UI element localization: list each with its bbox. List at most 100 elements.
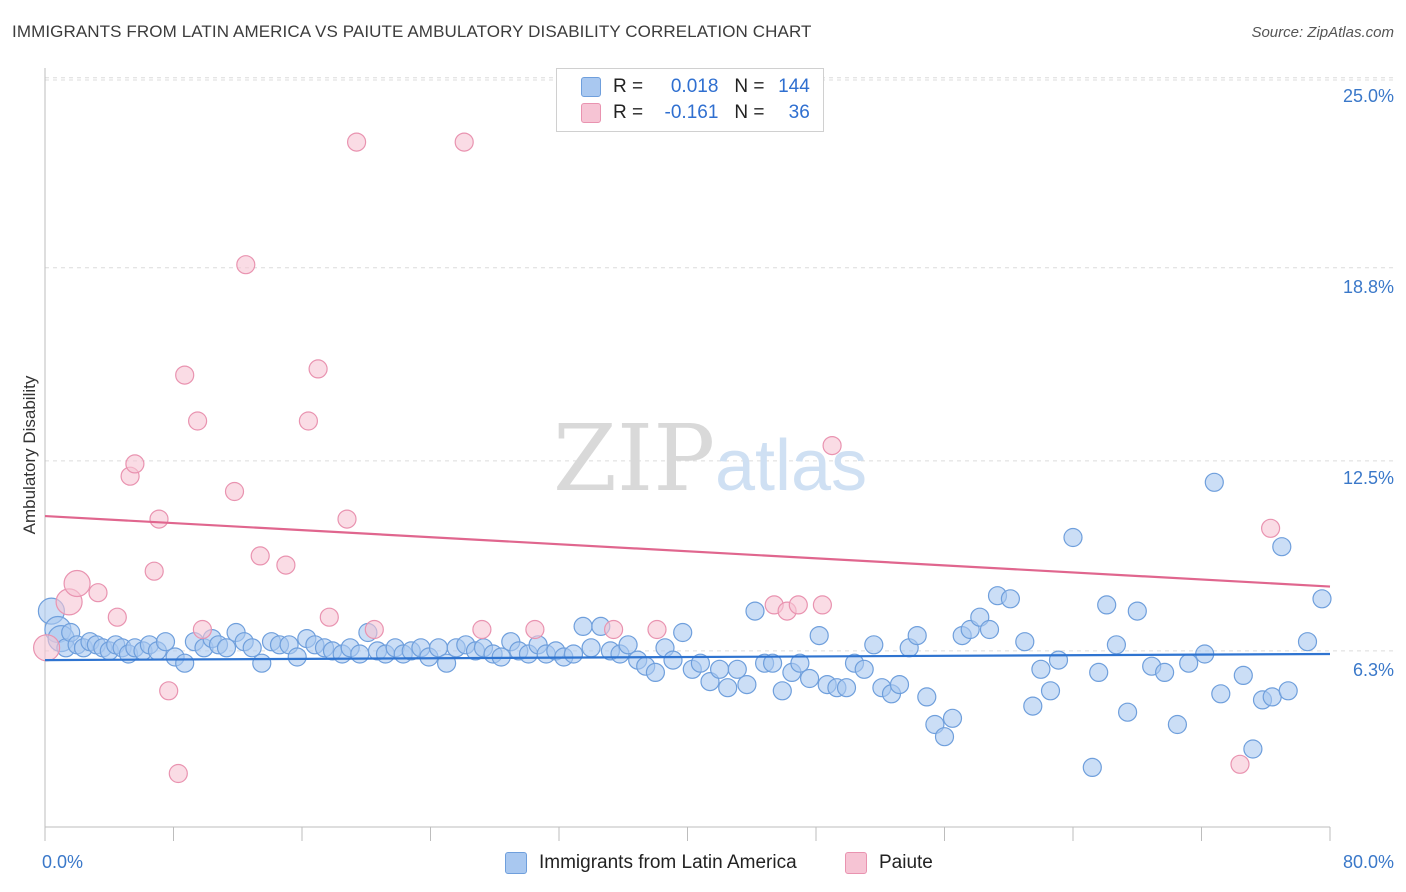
watermark-zip: ZIP [553,405,715,512]
data-point [889,674,910,695]
blue-swatch-icon [581,77,601,97]
data-point [175,365,195,385]
legend-item-latin-america[interactable]: Immigrants from Latin America [505,852,797,874]
data-point [762,653,783,673]
data-point [472,619,492,640]
data-point [1117,702,1138,722]
legend-item-paiute[interactable]: Paiute [845,852,933,874]
data-point [1048,650,1069,670]
data-point [224,481,245,502]
data-point [347,132,367,152]
axes [44,68,1331,841]
data-point [1097,595,1117,615]
data-point [1015,632,1035,652]
data-point [812,595,833,615]
data-point [276,555,296,575]
data-point [107,607,127,627]
data-point [454,132,474,152]
data-point [125,454,145,474]
data-point [645,662,666,683]
data-point [149,509,169,529]
data-point [1089,662,1109,683]
data-point [864,635,884,655]
data-point [979,619,1000,640]
n-label: N = [734,102,765,123]
data-point [790,653,810,673]
data-point [1082,757,1102,778]
data-point [188,411,208,431]
data-point [525,619,545,640]
data-point [673,622,693,643]
r-value: 0.018 [670,76,719,97]
data-point [1127,601,1147,621]
data-point [709,659,730,679]
data-point [32,634,61,662]
data-point [1297,632,1318,652]
legend-label: Paiute [879,852,933,873]
data-point [252,653,272,673]
pink-swatch-icon [845,852,867,874]
data-point [1233,665,1253,686]
data-point [854,659,874,679]
data-point [718,678,738,698]
data-point [690,653,711,673]
r-label: R = [613,76,644,97]
watermark-atlas: atlas [715,426,867,506]
data-point [1000,589,1021,609]
data-point [917,687,937,707]
data-point [1106,635,1127,655]
data-point [603,619,624,640]
data-point [1204,472,1224,492]
data-point [581,638,601,658]
legend-label: Immigrants from Latin America [539,852,797,873]
trend-lines [44,514,1331,662]
source-credit: Source: ZipAtlas.com [1251,24,1394,41]
data-point [1179,653,1199,673]
y-axis-label: Ambulatory Disability [20,375,39,535]
data-point [1260,518,1281,538]
trend-line-latin-america [44,652,1331,662]
data-point [159,681,179,701]
n-label: N = [734,76,765,97]
gridlines [45,77,1395,652]
data-point [437,653,457,673]
data-point [663,650,683,670]
data-point [836,678,857,698]
data-point [907,625,927,646]
data-point [772,681,792,701]
data-point [1031,659,1051,679]
data-point [1230,754,1250,774]
data-point [168,763,188,784]
y-tick-label: 25.0% [1342,86,1394,106]
data-point [155,632,176,652]
data-point [1040,681,1061,701]
data-point [934,727,955,747]
data-point [745,601,765,621]
data-point [242,638,262,658]
data-point [287,647,307,667]
data-point [647,619,667,640]
data-point [1243,739,1263,759]
y-tick-label: 12.5% [1342,468,1394,488]
pink-swatch-icon [581,103,601,123]
r-label: R = [613,102,644,123]
x-tick-label: 0.0% [42,852,84,872]
correlation-legend: R = 0.018 N = 144 R = -0.161 N = 36 [556,68,824,132]
data-point [799,668,820,689]
n-value: 36 [788,102,810,123]
y-tick-label: 18.8% [1342,277,1394,297]
y-tick-label: 6.3% [1352,660,1394,680]
data-point [1278,681,1298,701]
data-point [1312,589,1332,609]
x-tick-label: 80.0% [1342,852,1394,872]
data-point [1063,527,1083,548]
data-point [144,561,164,581]
data-point [319,607,339,627]
series-paiute [32,132,1281,784]
data-point [350,644,370,664]
data-point [236,255,256,275]
data-point [1262,687,1282,707]
data-point [298,411,318,431]
data-point [1211,684,1231,704]
